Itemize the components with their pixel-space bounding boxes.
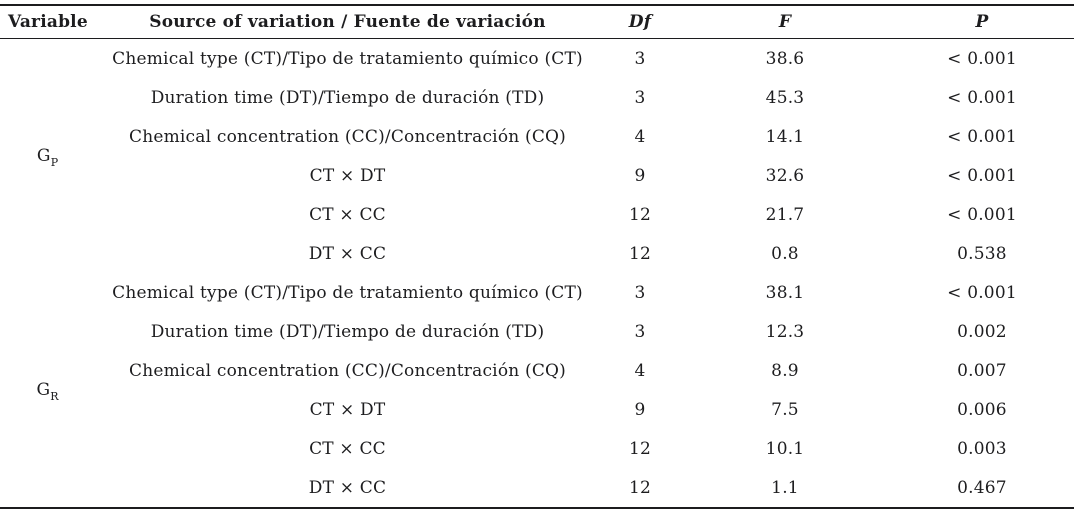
source-cell: CT × CC	[309, 204, 386, 225]
table-body: GP Chemical type (CT)/Tipo de tratamiento…	[0, 39, 1074, 509]
variable-cell: GP	[0, 39, 95, 274]
p-cell: < 0.001	[947, 126, 1017, 147]
f-cell: 38.1	[765, 282, 805, 303]
df-cell: 3	[634, 87, 646, 108]
f-cell: 32.6	[765, 165, 805, 186]
p-cell: < 0.001	[947, 48, 1017, 69]
p-cell: 0.538	[957, 243, 1007, 264]
table-row: CT × DT 9 32.6 < 0.001	[0, 156, 1074, 195]
table-row: DT × CC 12 1.1 0.467	[0, 468, 1074, 508]
f-cell: 38.6	[765, 48, 805, 69]
variable-cell: GR	[0, 273, 95, 508]
f-cell: 8.9	[771, 360, 799, 381]
f-cell: 14.1	[765, 126, 805, 147]
df-cell: 3	[634, 321, 646, 342]
variable-subscript: R	[50, 390, 59, 404]
df-cell: 4	[634, 126, 646, 147]
source-cell: Chemical type (CT)/Tipo de tratamiento q…	[112, 282, 583, 303]
table-header-row: Variable Source of variation / Fuente de…	[0, 5, 1074, 39]
source-cell: CT × DT	[309, 399, 386, 420]
p-cell: < 0.001	[947, 165, 1017, 186]
col-header-p: P	[890, 5, 1074, 39]
table-row: GR Chemical type (CT)/Tipo de tratamiento…	[0, 273, 1074, 403]
table-row: DT × CC 12 0.8 0.538	[0, 234, 1074, 273]
table-row: Duration time (DT)/Tiempo de duración (T…	[0, 312, 1074, 351]
f-cell: 12.3	[765, 321, 805, 342]
table-row: CT × DT 9 7.5 0.006	[0, 390, 1074, 429]
variable-symbol: G	[36, 146, 51, 166]
p-cell: 0.002	[957, 321, 1007, 342]
df-cell: 9	[634, 165, 646, 186]
f-cell: 7.5	[771, 399, 799, 420]
df-cell: 9	[634, 399, 646, 420]
df-cell: 12	[628, 438, 652, 459]
p-cell: 0.007	[957, 360, 1007, 381]
table-row: Chemical concentration (CC)/Concentració…	[0, 117, 1074, 156]
col-header-source: Source of variation / Fuente de variació…	[95, 5, 600, 39]
df-cell: 12	[628, 204, 652, 225]
f-cell: 21.7	[765, 204, 805, 225]
df-cell: 4	[634, 360, 646, 381]
df-cell: 3	[634, 282, 646, 303]
p-cell: 0.006	[957, 399, 1007, 420]
col-header-f: F	[680, 5, 890, 39]
table-row: Duration time (DT)/Tiempo de duración (T…	[0, 78, 1074, 117]
p-cell: < 0.001	[947, 204, 1017, 225]
df-cell: 3	[634, 48, 646, 69]
source-cell: DT × CC	[308, 477, 387, 498]
p-cell: 0.003	[957, 438, 1007, 459]
df-cell: 12	[628, 243, 652, 264]
table-row: GP Chemical type (CT)/Tipo de tratamiento…	[0, 39, 1074, 169]
table-row: CT × CC 12 10.1 0.003	[0, 429, 1074, 468]
f-cell: 0.8	[771, 243, 799, 264]
table-row: Chemical concentration (CC)/Concentració…	[0, 351, 1074, 390]
f-cell: 10.1	[765, 438, 805, 459]
source-cell: Chemical type (CT)/Tipo de tratamiento q…	[112, 48, 583, 69]
source-cell: Chemical concentration (CC)/Concentració…	[128, 360, 567, 381]
col-header-df: Df	[600, 5, 680, 39]
p-cell: 0.467	[957, 477, 1007, 498]
variable-symbol: G	[36, 380, 51, 400]
source-cell: Duration time (DT)/Tiempo de duración (T…	[150, 321, 545, 342]
source-cell: CT × DT	[309, 165, 386, 186]
source-cell: DT × CC	[308, 243, 387, 264]
anova-results-table: Variable Source of variation / Fuente de…	[0, 4, 1074, 509]
f-cell: 1.1	[771, 477, 799, 498]
variable-subscript: P	[50, 156, 59, 170]
source-cell: CT × CC	[309, 438, 386, 459]
p-cell: < 0.001	[947, 282, 1017, 303]
source-cell: Duration time (DT)/Tiempo de duración (T…	[150, 87, 545, 108]
col-header-variable: Variable	[0, 5, 95, 39]
source-cell: Chemical concentration (CC)/Concentració…	[128, 126, 567, 147]
df-cell: 12	[628, 477, 652, 498]
table-row: CT × CC 12 21.7 < 0.001	[0, 195, 1074, 234]
p-cell: < 0.001	[947, 87, 1017, 108]
f-cell: 45.3	[765, 87, 805, 108]
